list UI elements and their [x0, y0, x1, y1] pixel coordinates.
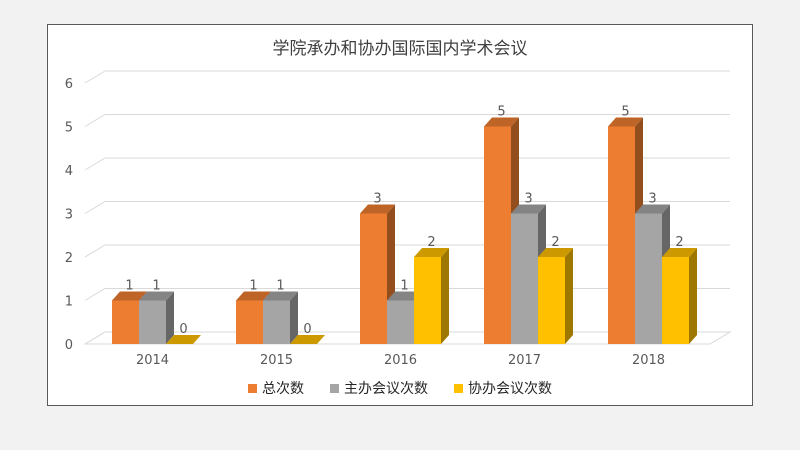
- y-tick-label: 3: [65, 208, 73, 223]
- bar: [139, 300, 166, 344]
- x-tick-label: 2015: [260, 353, 293, 368]
- legend-label-host: 主办会议次数: [344, 381, 428, 397]
- data-label: 2: [675, 235, 683, 250]
- bar-top: [290, 335, 325, 344]
- bar-side: [166, 291, 174, 344]
- data-label: 1: [276, 279, 284, 294]
- bar-top: [360, 204, 395, 214]
- bar-top: [635, 204, 670, 214]
- data-label: 1: [249, 279, 257, 294]
- bar-top: [662, 248, 697, 257]
- bar-top: [511, 204, 546, 214]
- legend-label-total: 总次数: [262, 381, 304, 397]
- bar-top: [139, 291, 174, 301]
- data-label: 3: [648, 192, 656, 207]
- y-tick-label: 5: [65, 121, 73, 136]
- side-gridline-3: [84, 201, 106, 214]
- side-gridline-4: [84, 157, 106, 171]
- legend-item-total: 总次数: [248, 378, 304, 398]
- legend-swatch-total: [248, 383, 257, 393]
- legend-swatch-host: [330, 383, 339, 393]
- legend-swatch-cohost: [454, 383, 463, 393]
- x-tick-label: 2016: [384, 353, 417, 368]
- side-gridline-6: [84, 70, 106, 84]
- bar: [608, 126, 635, 344]
- bar: [662, 257, 689, 344]
- bar-top: [484, 117, 519, 127]
- bar-top: [236, 291, 271, 301]
- chart-title: 学院承办和协办国际国内学术会议: [272, 39, 528, 59]
- y-tick-label: 4: [65, 164, 73, 179]
- bar: [360, 213, 387, 344]
- bar-top: [166, 335, 201, 344]
- bar-top: [263, 291, 298, 301]
- data-label: 1: [152, 279, 160, 294]
- bar: [263, 300, 290, 344]
- bar: [538, 257, 565, 344]
- bar-side: [441, 248, 449, 344]
- side-gridline-5: [84, 114, 106, 127]
- y-tick-label: 1: [65, 295, 73, 310]
- data-label: 3: [373, 192, 381, 207]
- y-tick-label: 6: [65, 77, 73, 92]
- bar-top: [387, 291, 422, 301]
- bar-side: [565, 248, 573, 344]
- data-label: 2: [427, 235, 435, 250]
- data-label: 0: [179, 322, 187, 337]
- bar-top: [414, 248, 449, 257]
- legend: 总次数 主办会议次数 协办会议次数: [0, 378, 800, 398]
- data-label: 1: [125, 279, 133, 294]
- side-gridline-2: [84, 244, 106, 258]
- x-tick-label: 2018: [632, 353, 665, 368]
- bar-side: [290, 291, 298, 344]
- data-label: 5: [621, 105, 629, 120]
- legend-label-cohost: 协办会议次数: [468, 381, 552, 397]
- x-tick-label: 2014: [136, 353, 169, 368]
- data-label: 0: [303, 322, 311, 337]
- bar: [414, 257, 441, 344]
- x-tick-label: 2017: [508, 353, 541, 368]
- bar-top: [112, 291, 147, 301]
- bar-top: [538, 248, 573, 257]
- y-tick-label: 2: [65, 251, 73, 266]
- data-label: 2: [551, 235, 559, 250]
- legend-item-cohost: 协办会议次数: [454, 378, 552, 398]
- bar: [236, 300, 263, 344]
- data-label: 1: [400, 279, 408, 294]
- data-label: 3: [524, 192, 532, 207]
- bar: [511, 213, 538, 344]
- legend-item-host: 主办会议次数: [330, 378, 428, 398]
- y-tick-label: 0: [65, 338, 73, 353]
- side-gridline-1: [84, 288, 106, 301]
- bar: [112, 300, 139, 344]
- bar: [635, 213, 662, 344]
- bar: [387, 300, 414, 344]
- bar-top: [608, 117, 643, 127]
- bar: [484, 126, 511, 344]
- bar-side: [689, 248, 697, 344]
- data-label: 5: [497, 105, 505, 120]
